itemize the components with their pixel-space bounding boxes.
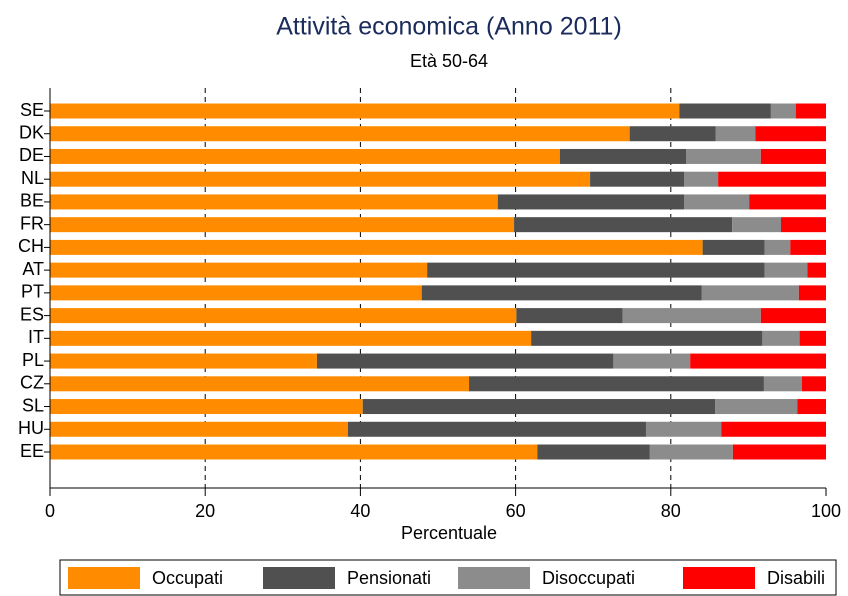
y-tick-label: DE xyxy=(19,145,44,165)
bar-segment xyxy=(732,217,781,233)
legend-label: Pensionati xyxy=(347,568,431,588)
y-tick-label: PL xyxy=(22,350,44,370)
bar-segment xyxy=(801,376,826,392)
bar-segment xyxy=(362,399,716,415)
legend-box xyxy=(59,559,837,596)
bar-segment xyxy=(755,126,826,142)
bar-segment xyxy=(807,262,826,278)
y-tick-label: CZ xyxy=(20,373,44,393)
bar-segment xyxy=(50,171,591,187)
y-tick-label: NL xyxy=(21,168,44,188)
y-tick-label: PT xyxy=(21,282,44,302)
chart-subtitle: Età 50-64 xyxy=(410,51,488,71)
bar-segment xyxy=(760,308,826,324)
bar-segment xyxy=(50,421,348,437)
bar-segment xyxy=(649,444,733,460)
bar-segment xyxy=(50,308,517,324)
bar-segment xyxy=(679,103,771,119)
bar-segment xyxy=(683,194,750,210)
legend-label: Disoccupati xyxy=(542,568,635,588)
bar-segment xyxy=(347,421,646,437)
bar-segment xyxy=(701,285,799,301)
bar-segment xyxy=(749,194,826,210)
bar-segment xyxy=(683,171,719,187)
y-tick-label: FR xyxy=(20,213,44,233)
bar-segment xyxy=(764,239,791,255)
bar-segment xyxy=(469,376,764,392)
bar-segment xyxy=(762,330,800,346)
bar-segment xyxy=(732,444,826,460)
bar-segment xyxy=(797,399,826,415)
x-tick-label: 100 xyxy=(811,501,841,521)
legend-swatch xyxy=(263,567,335,589)
bar-segment xyxy=(790,239,826,255)
bar-segment xyxy=(645,421,722,437)
y-tick-label: HU xyxy=(18,418,44,438)
bar-segment xyxy=(50,217,515,233)
y-tick-label: CH xyxy=(18,236,44,256)
y-tick-label: AT xyxy=(22,259,44,279)
x-tick-label: 40 xyxy=(350,501,370,521)
x-tick-label: 80 xyxy=(661,501,681,521)
legend-swatch xyxy=(68,567,140,589)
bar-segment xyxy=(50,285,422,301)
bar-segment xyxy=(50,444,538,460)
bar-segment xyxy=(798,285,826,301)
bar-segment xyxy=(763,376,802,392)
bar-segment xyxy=(531,330,763,346)
bar-segment xyxy=(50,126,630,142)
bar-segment xyxy=(629,126,716,142)
bar-segment xyxy=(50,353,317,369)
bar-segment xyxy=(497,194,684,210)
bar-segment xyxy=(50,330,532,346)
y-tick-label: BE xyxy=(20,191,44,211)
bar-segment xyxy=(780,217,826,233)
bar-segment xyxy=(686,148,761,164)
bar-segment xyxy=(622,308,761,324)
y-tick-label: EE xyxy=(20,441,44,461)
bar-segment xyxy=(50,399,363,415)
bar-segment xyxy=(715,399,798,415)
bar-segment xyxy=(50,103,680,119)
bar-segment xyxy=(613,353,691,369)
bar-segment xyxy=(590,171,684,187)
bar-segment xyxy=(537,444,650,460)
bar-segment xyxy=(760,148,826,164)
bar-segment xyxy=(690,353,826,369)
y-tick-label: ES xyxy=(20,304,44,324)
bar-segment xyxy=(559,148,687,164)
bar-segment xyxy=(50,194,498,210)
x-tick-label: 20 xyxy=(195,501,215,521)
y-tick-label: DK xyxy=(19,122,44,142)
legend-label: Occupati xyxy=(152,568,223,588)
bar-segment xyxy=(50,376,470,392)
y-tick-label: IT xyxy=(28,327,44,347)
bar-segment xyxy=(316,353,614,369)
x-tick-label: 60 xyxy=(506,501,526,521)
bar-segment xyxy=(427,262,765,278)
bar-segment xyxy=(50,148,560,164)
y-tick-label: SL xyxy=(22,395,44,415)
bar-segment xyxy=(50,239,703,255)
bar-segment xyxy=(514,217,733,233)
bar-segment xyxy=(770,103,796,119)
x-tick-label: 0 xyxy=(45,501,55,521)
bar-segment xyxy=(50,262,428,278)
x-axis-label: Percentuale xyxy=(401,523,497,543)
bar-segment xyxy=(715,126,756,142)
legend-label: Disabili xyxy=(767,568,825,588)
bar-segment xyxy=(799,330,826,346)
chart-title: Attività economica (Anno 2011) xyxy=(276,13,622,41)
bar-segment xyxy=(718,171,826,187)
legend-swatch xyxy=(683,567,755,589)
legend-swatch xyxy=(458,567,530,589)
bar-segment xyxy=(795,103,826,119)
bar-segment xyxy=(702,239,765,255)
bar-segment xyxy=(721,421,826,437)
bar-segment xyxy=(421,285,702,301)
bar-segment xyxy=(516,308,623,324)
y-tick-label: SE xyxy=(20,100,44,120)
bar-segment xyxy=(764,262,808,278)
